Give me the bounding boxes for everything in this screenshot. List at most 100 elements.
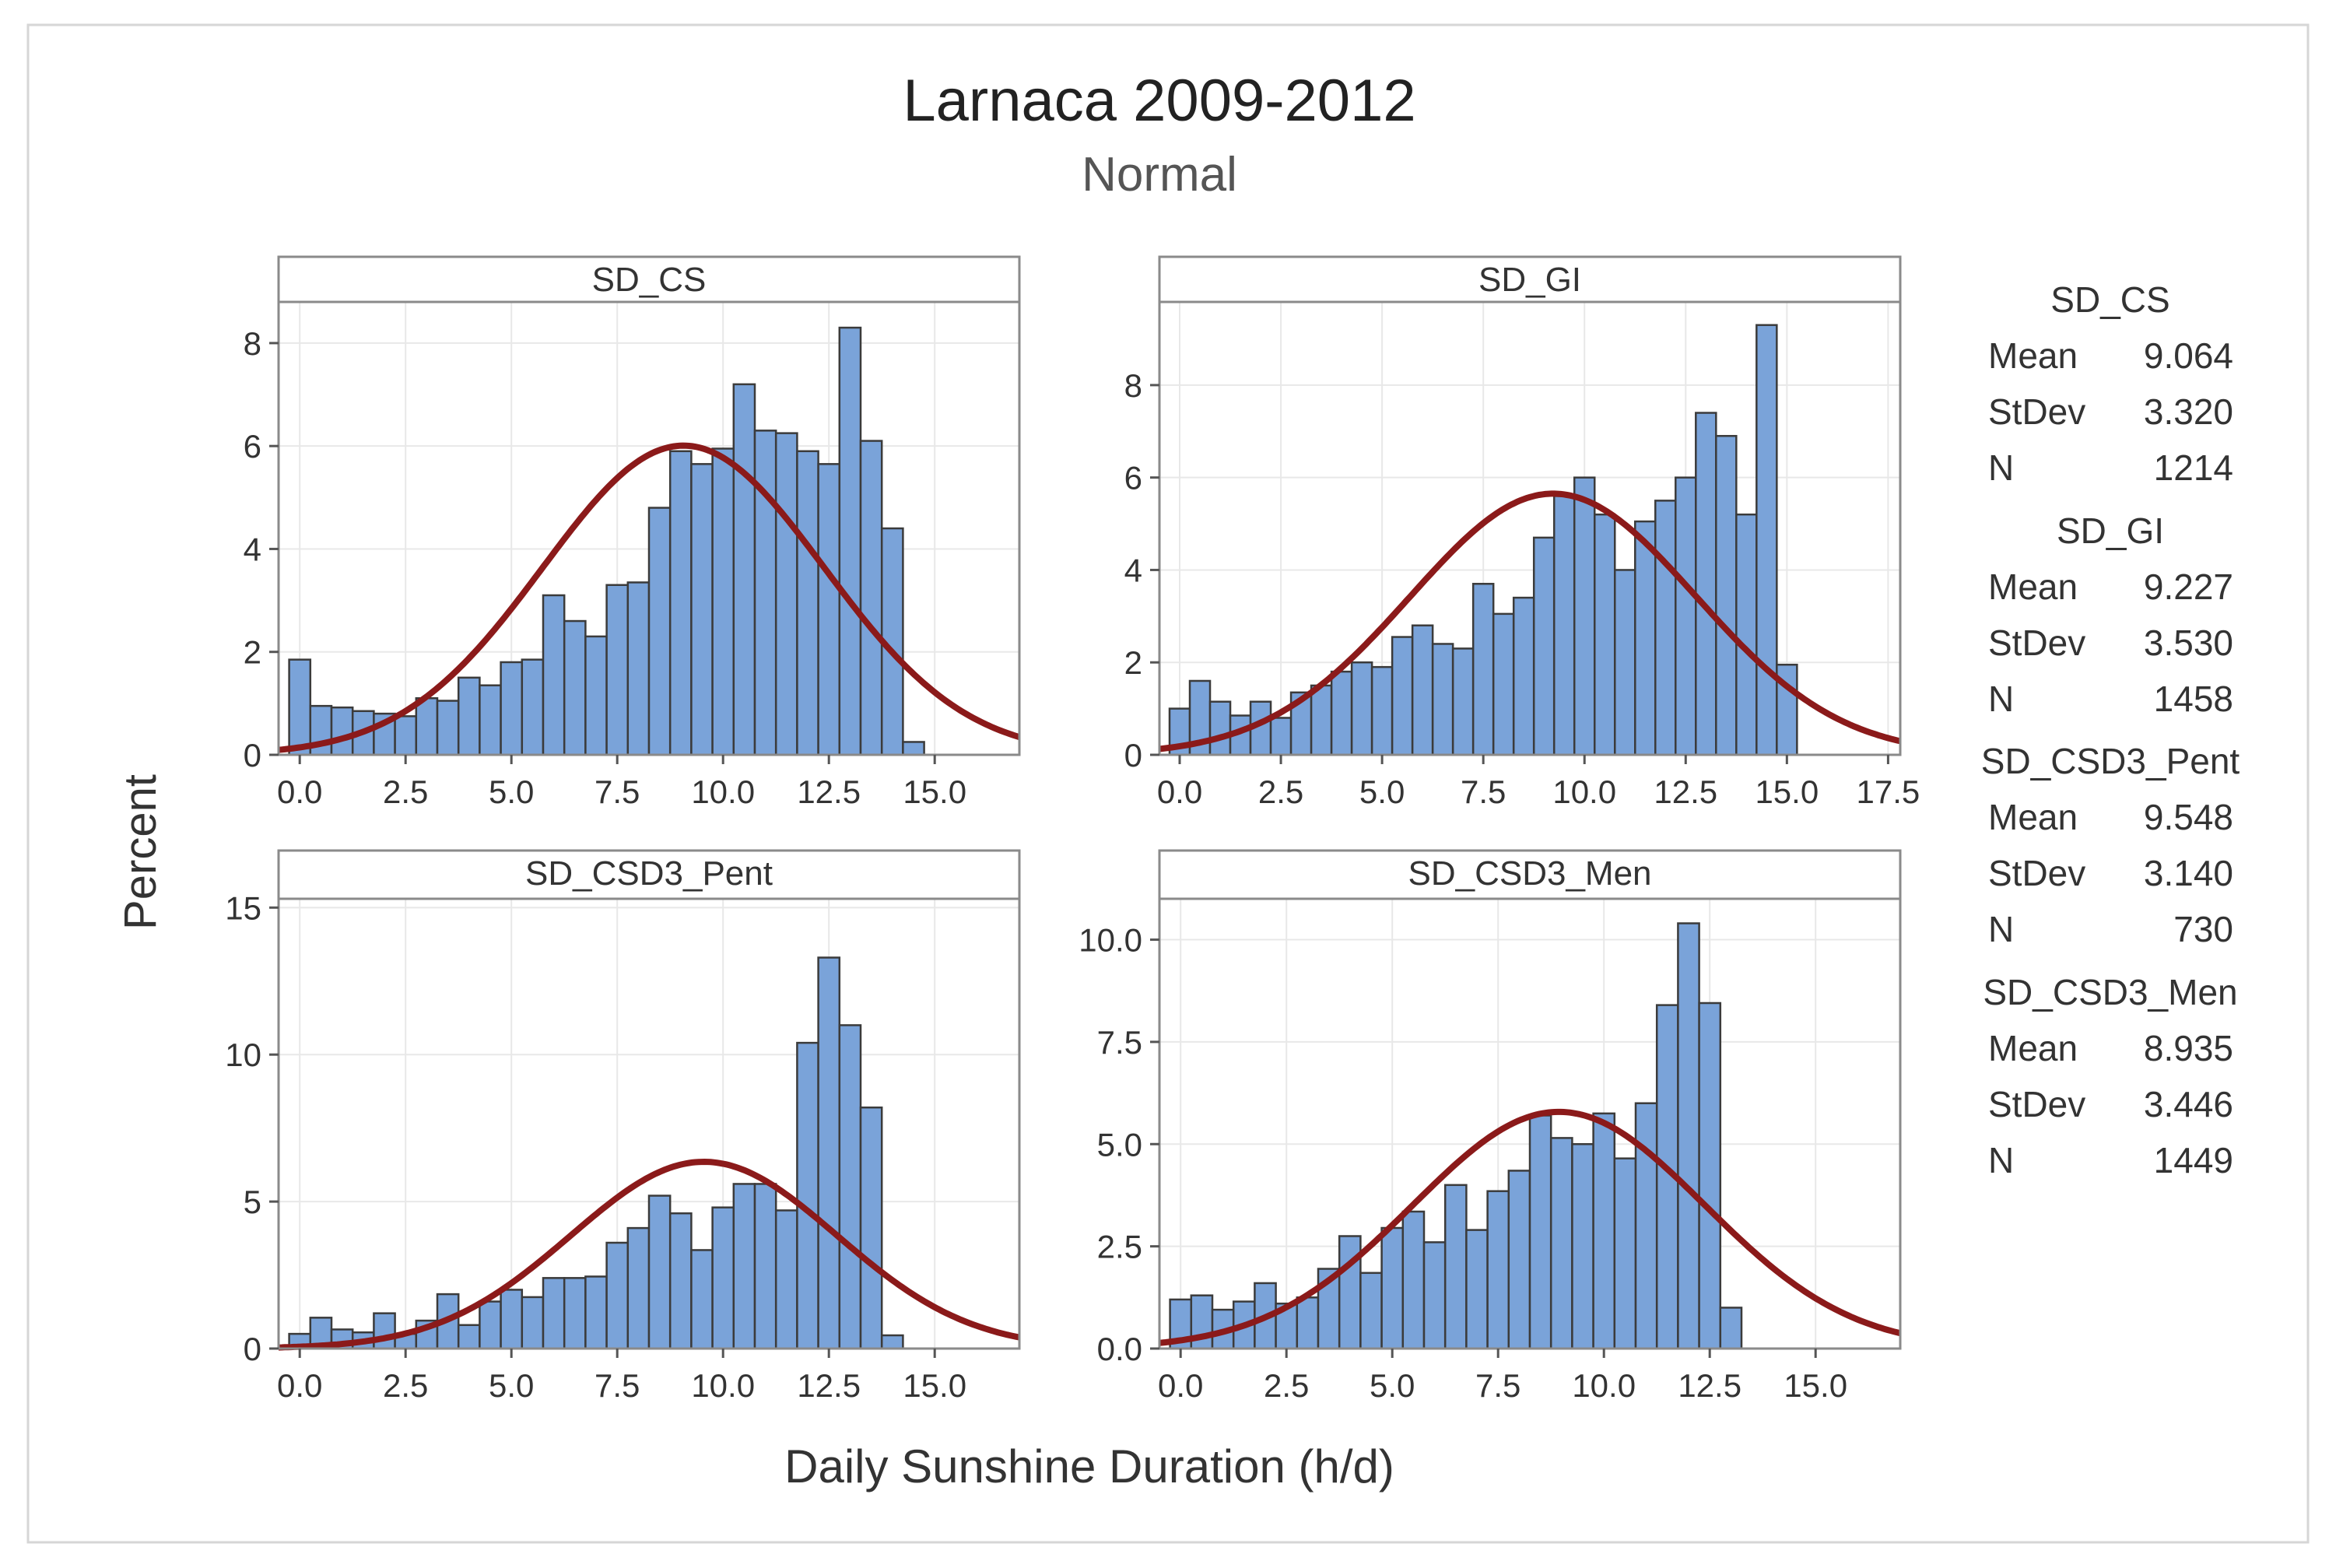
histogram-bar	[542, 594, 566, 756]
stats-label: Mean	[1988, 1028, 2078, 1068]
histogram-bar	[542, 1277, 566, 1350]
histogram-bar	[711, 447, 735, 756]
histogram-bar	[605, 584, 630, 756]
x-tick-label: 5.0	[1359, 773, 1405, 810]
histogram-panels: SD_CS 0 2 4 6 8 0.0 2.5 5.0 7.5 10.0 12.5 15.0 SD_GI 0…	[225, 255, 1920, 1404]
histogram-bar	[1431, 643, 1454, 756]
y-tick-label: 6	[1124, 460, 1142, 496]
x-tick-label: 15.0	[1784, 1367, 1847, 1404]
histogram-bar	[1338, 1235, 1362, 1350]
histogram-bar	[1451, 647, 1475, 756]
y-tick-label: 4	[1124, 552, 1142, 588]
panel-title: SD_CSD3_Men	[1408, 854, 1651, 893]
x-tick-label: 7.5	[595, 1367, 640, 1404]
histogram-bar	[1486, 1190, 1510, 1350]
histogram-bar	[1330, 670, 1353, 756]
histogram-bar	[817, 463, 841, 756]
stats-value: 3.446	[2144, 1084, 2233, 1124]
histogram-bar	[1296, 1296, 1320, 1350]
panel-title: SD_GI	[1478, 261, 1581, 299]
histogram-bar	[436, 700, 460, 756]
y-axis-label: Percent	[115, 774, 166, 930]
y-tick-label: 2	[244, 634, 261, 671]
histogram-bar	[394, 715, 418, 756]
histogram-bar	[1411, 624, 1434, 756]
stats-label: StDev	[1988, 1084, 2085, 1124]
histogram-bar	[732, 1183, 756, 1350]
histogram-bar	[626, 581, 651, 756]
histogram-bar	[1654, 500, 1677, 756]
histogram-bar	[457, 676, 481, 756]
histogram-bar	[1719, 1307, 1743, 1350]
histogram-bar	[1269, 717, 1293, 756]
histogram-bar	[1675, 476, 1697, 756]
x-tick-label: 12.5	[797, 1367, 861, 1404]
histogram-bar	[1443, 1184, 1468, 1350]
y-tick-label: 10.0	[1079, 922, 1142, 959]
histogram-bar	[880, 1334, 904, 1350]
stats-value: 3.320	[2144, 391, 2233, 432]
stats-label: StDev	[1988, 623, 2085, 663]
histogram-bar	[668, 1212, 693, 1350]
normal-fit-curve	[1159, 490, 1901, 752]
stats-value: 3.140	[2144, 853, 2233, 893]
histogram-bar	[626, 1226, 651, 1350]
histogram-bar	[774, 432, 798, 756]
x-tick-label: 0.0	[1158, 1367, 1203, 1404]
x-tick-label: 7.5	[1475, 1367, 1521, 1404]
histogram-bar	[1593, 513, 1616, 756]
histogram-bar	[774, 1209, 798, 1350]
x-tick-label: 5.0	[1370, 1367, 1415, 1404]
y-tick-label: 8	[244, 325, 261, 362]
x-tick-label: 0.0	[1157, 773, 1202, 810]
histogram-bar	[1698, 1001, 1722, 1350]
histogram-bar	[1507, 1170, 1531, 1350]
y-tick-label: 0.0	[1097, 1331, 1142, 1367]
y-tick-label: 4	[244, 531, 261, 567]
histogram-bar	[1350, 661, 1373, 756]
x-tick-label: 5.0	[489, 1367, 534, 1404]
x-tick-label: 12.5	[1678, 1367, 1741, 1404]
histogram-bar	[902, 741, 925, 756]
stats-label: N	[1988, 1140, 2014, 1180]
panel-strip	[277, 849, 1021, 900]
histogram-bar	[1465, 1229, 1489, 1350]
histogram-bar	[859, 440, 883, 756]
histogram-bar	[1422, 1241, 1447, 1350]
y-tick-label: 0	[1124, 737, 1142, 773]
panel-strip	[277, 255, 1021, 303]
x-tick-label: 15.0	[903, 1367, 966, 1404]
x-tick-label: 15.0	[1755, 773, 1819, 810]
normal-fit-curve	[278, 442, 1021, 753]
histogram-bar	[1634, 1102, 1658, 1350]
chart-subtitle: Normal	[1082, 148, 1237, 202]
y-tick-label: 15	[225, 889, 261, 926]
histogram-bar	[288, 658, 312, 756]
x-tick-label: 2.5	[383, 1367, 428, 1404]
histogram-bar	[479, 684, 502, 756]
x-tick-label: 12.5	[1654, 773, 1717, 810]
histogram-bar	[479, 1300, 502, 1350]
y-tick-label: 10	[225, 1037, 261, 1073]
stats-value: 1214	[2154, 447, 2233, 488]
normal-fit-curve	[278, 1158, 1020, 1351]
stats-value: 9.548	[2144, 797, 2233, 837]
summary-statistics: SD_CS Mean 9.064 StDev 3.320 N 1214 SD_GI Mean 9.…	[1981, 279, 2240, 1180]
panel-sd-gi: SD_GI 0 2 4 6 8 0.0 2.5 5.0 7.5 10.0 12.5 15.0 17.5	[1124, 255, 1920, 810]
stats-label: N	[1988, 909, 2014, 949]
panel-strip	[1158, 255, 1902, 303]
stats-label: N	[1988, 447, 2014, 488]
histogram-bar	[1359, 1272, 1383, 1350]
x-tick-label: 7.5	[1461, 773, 1506, 810]
histogram-bar	[500, 1289, 524, 1350]
stats-label: N	[1988, 679, 2014, 719]
stats-block-sd-csd3-pent: SD_CSD3_Pent Mean 9.548 StDev 3.140 N 730	[1981, 741, 2240, 949]
stats-heading: SD_CS	[2050, 279, 2169, 320]
stats-value: 1458	[2154, 679, 2233, 719]
histogram-bar	[1471, 583, 1495, 756]
histogram-bar	[1492, 612, 1515, 756]
histogram-bar	[563, 619, 587, 756]
histogram-bar	[668, 450, 693, 756]
histogram-bar	[500, 661, 524, 756]
x-tick-label: 2.5	[1258, 773, 1303, 810]
